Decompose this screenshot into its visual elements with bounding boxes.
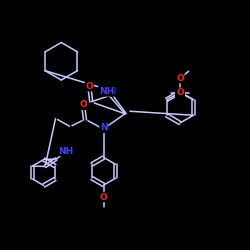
Text: O: O bbox=[79, 100, 87, 110]
Text: O: O bbox=[176, 88, 184, 97]
Text: O: O bbox=[100, 192, 108, 202]
Text: N: N bbox=[100, 124, 108, 132]
Text: O: O bbox=[86, 82, 93, 91]
Text: NH: NH bbox=[98, 87, 114, 96]
Text: O: O bbox=[176, 88, 184, 97]
Text: NH: NH bbox=[101, 87, 116, 96]
Text: O: O bbox=[176, 74, 184, 83]
Text: NH: NH bbox=[58, 146, 74, 156]
